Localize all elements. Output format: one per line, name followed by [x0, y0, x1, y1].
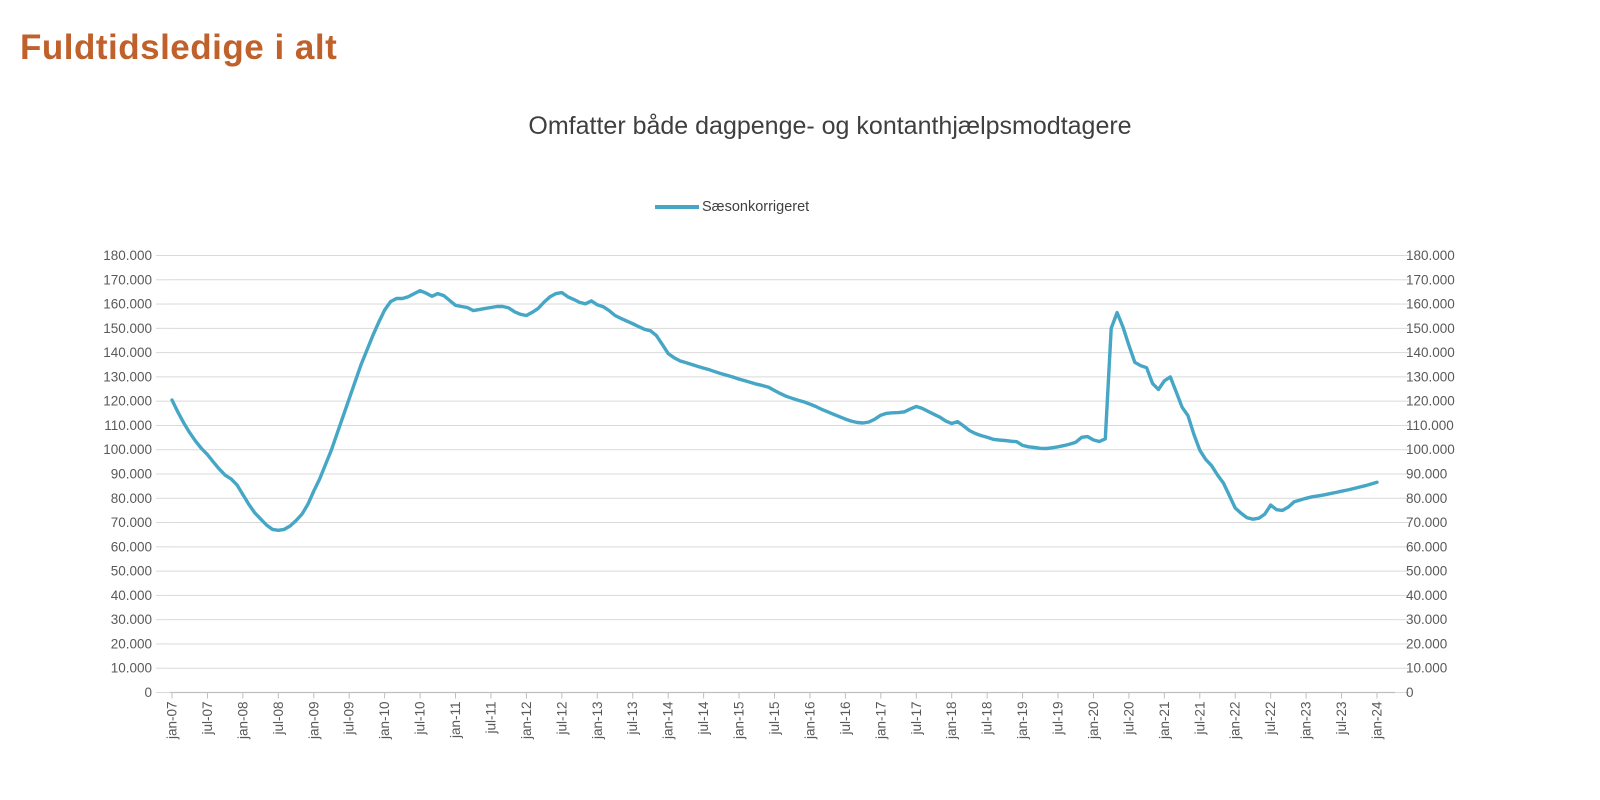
x-axis-label: jan-07 [165, 702, 180, 741]
x-axis-label: jul-16 [838, 702, 853, 736]
legend-line-swatch [655, 205, 699, 209]
y-axis-label-left: 90.000 [111, 467, 152, 482]
y-axis-label-right: 10.000 [1406, 661, 1447, 676]
x-axis-label: jan-22 [1228, 702, 1243, 741]
y-axis-label-left: 110.000 [104, 418, 152, 433]
y-axis-label-left: 140.000 [103, 345, 152, 360]
x-axis-label: jul-08 [271, 702, 286, 736]
chart-legend: Sæsonkorrigeret [655, 199, 809, 215]
y-axis-label-right: 180.000 [1406, 248, 1455, 263]
y-axis-label-left: 180.000 [103, 248, 152, 263]
y-axis-label-right: 80.000 [1406, 491, 1447, 506]
x-axis-label: jan-23 [1299, 702, 1314, 741]
y-axis-label-right: 160.000 [1406, 297, 1455, 312]
x-axis-label: jul-13 [625, 702, 640, 736]
x-axis-label: jan-18 [944, 702, 959, 741]
legend-label: Sæsonkorrigeret [702, 199, 810, 215]
y-axis-label-right: 90.000 [1406, 467, 1447, 482]
x-axis-label: jul-09 [342, 702, 357, 736]
x-axis-label: jan-08 [235, 702, 250, 741]
x-axis-label: jul-14 [696, 701, 711, 736]
x-axis-label: jan-21 [1157, 702, 1172, 741]
y-axis-label-right: 40.000 [1406, 588, 1447, 603]
y-axis-label-right: 140.000 [1406, 345, 1455, 360]
x-axis-label: jan-09 [306, 702, 321, 741]
x-axis-label: jul-17 [909, 702, 924, 736]
x-axis-label: jan-15 [732, 702, 747, 741]
y-axis-label-right: 70.000 [1406, 515, 1447, 530]
y-axis-label-right: 150.000 [1406, 321, 1455, 336]
y-axis-label-left: 0 [144, 685, 152, 700]
y-axis-label-left: 130.000 [103, 369, 152, 384]
y-axis-label-left: 10.000 [111, 661, 152, 676]
y-axis-label-right: 30.000 [1406, 612, 1447, 627]
y-axis-label-left: 160.000 [103, 297, 152, 312]
x-axis-label: jul-21 [1192, 702, 1207, 736]
y-axis-label-right: 0 [1406, 685, 1414, 700]
y-axis-label-right: 60.000 [1406, 539, 1447, 554]
x-axis-label: jul-15 [767, 702, 782, 736]
x-axis-label: jan-16 [802, 702, 817, 741]
x-axis-label: jul-10 [413, 702, 428, 736]
y-axis-label-left: 80.000 [111, 491, 152, 506]
x-axis-label: jul-12 [554, 702, 569, 736]
x-axis-label: jan-14 [661, 701, 676, 740]
y-axis-label-left: 170.000 [103, 272, 152, 287]
y-axis-label-right: 50.000 [1406, 564, 1447, 579]
x-axis-label: jul-22 [1263, 702, 1278, 736]
x-axis-label: jul-07 [200, 702, 215, 736]
x-axis-label: jan-13 [590, 702, 605, 741]
x-axis-label: jan-20 [1086, 702, 1101, 741]
x-axis-label: jul-18 [980, 701, 995, 735]
y-axis-label-right: 120.000 [1406, 394, 1455, 409]
y-axis-label-right: 110.000 [1406, 418, 1454, 433]
x-axis-label: jan-12 [519, 702, 534, 741]
x-axis-label: jan-19 [1015, 702, 1030, 741]
y-axis-label-left: 70.000 [111, 515, 152, 530]
chart-title: Omfatter både dagpenge- og kontanthjælps… [528, 112, 1132, 140]
y-axis-label-left: 20.000 [111, 636, 152, 651]
x-axis-label: jul-19 [1051, 702, 1066, 736]
x-axis-label: jul-20 [1121, 702, 1136, 736]
x-axis-label: jul-23 [1334, 702, 1349, 736]
y-axis-label-right: 100.000 [1406, 442, 1455, 457]
x-axis-label: jul-11 [483, 702, 498, 735]
y-axis-label-left: 30.000 [111, 612, 152, 627]
x-axis-label: jan-10 [377, 702, 392, 741]
y-axis-label-right: 20.000 [1406, 636, 1447, 651]
x-axis-label: jan-11 [448, 702, 463, 740]
y-axis-label-left: 100.000 [103, 442, 152, 457]
page-title: Fuldtidsledige i alt [20, 28, 338, 67]
y-axis-label-left: 120.000 [103, 394, 152, 409]
y-axis-label-left: 60.000 [111, 539, 152, 554]
y-axis-label-left: 150.000 [103, 321, 152, 336]
y-axis-label-left: 40.000 [111, 588, 152, 603]
y-axis-label-left: 50.000 [111, 564, 152, 579]
x-axis-label: jan-17 [873, 702, 888, 741]
y-axis-label-right: 130.000 [1406, 369, 1455, 384]
x-axis-label: jan-24 [1370, 701, 1385, 740]
series-line-saesonkorrigeret [170, 289, 1379, 532]
y-axis-label-right: 170.000 [1406, 272, 1455, 287]
